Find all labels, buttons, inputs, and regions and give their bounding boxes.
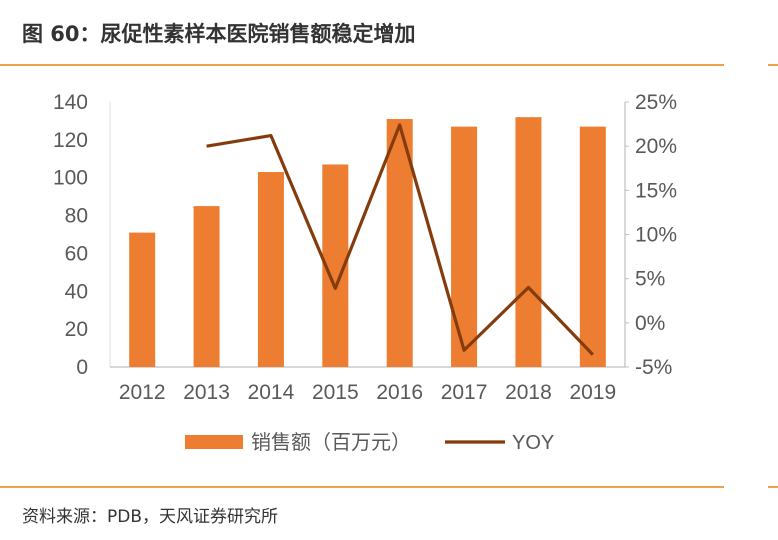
bar-series xyxy=(129,117,606,368)
right-tick-label: 15% xyxy=(635,179,677,202)
right-tick-label: 20% xyxy=(635,135,677,158)
tick-labels: 0 20 40 60 80 100 120 140 -5% 0% 5% 10% 15% 20% 25% 201… xyxy=(53,91,677,404)
left-tick-label: 100 xyxy=(53,167,88,190)
top-divider xyxy=(0,64,724,66)
bottom-divider-stub xyxy=(768,486,778,488)
x-tick-label: 2015 xyxy=(312,381,359,404)
x-tick-label: 2012 xyxy=(119,381,166,404)
x-tick-label: 2013 xyxy=(183,381,230,404)
bar-2012 xyxy=(129,232,156,367)
legend-line-label: YOY xyxy=(512,432,554,454)
chart: 0 20 40 60 80 100 120 140 -5% 0% 5% 10% 15% 20% 25% 201… xyxy=(53,91,677,454)
source-note: 资料来源：PDB，天风证券研究所 xyxy=(22,507,279,527)
x-tick-label: 2017 xyxy=(441,381,488,404)
legend: 销售额（百万元） YOY xyxy=(185,431,554,454)
figure-title: 图 60：尿促性素样本医院销售额稳定增加 xyxy=(22,22,416,46)
legend-bar-swatch xyxy=(185,435,243,449)
left-tick-label: 0 xyxy=(76,356,88,379)
left-tick-label: 20 xyxy=(65,318,88,341)
bar-2013 xyxy=(193,206,220,367)
right-tick-label: -5% xyxy=(635,356,672,379)
x-tick-label: 2018 xyxy=(505,381,552,404)
right-tick-label: 5% xyxy=(635,268,665,291)
top-divider-stub xyxy=(768,64,778,66)
left-tick-label: 140 xyxy=(53,91,88,114)
right-tick-label: 10% xyxy=(635,224,677,247)
left-tick-label: 80 xyxy=(65,205,88,228)
x-tick-label: 2019 xyxy=(569,381,616,404)
bottom-divider xyxy=(0,486,724,488)
bar-2018 xyxy=(515,117,542,368)
line-series xyxy=(206,123,594,356)
left-tick-label: 120 xyxy=(53,129,88,152)
legend-bar-label: 销售额（百万元） xyxy=(251,431,411,454)
bar-2014 xyxy=(257,172,284,367)
right-tick-label: 0% xyxy=(635,312,665,335)
left-tick-label: 40 xyxy=(65,280,88,303)
left-tick-label: 60 xyxy=(65,242,88,265)
x-tick-label: 2014 xyxy=(248,381,295,404)
bar-2019 xyxy=(579,126,606,367)
chart-axes xyxy=(109,101,629,368)
bar-2017 xyxy=(451,126,478,367)
x-tick-label: 2016 xyxy=(376,381,423,404)
right-tick-label: 25% xyxy=(635,91,677,114)
